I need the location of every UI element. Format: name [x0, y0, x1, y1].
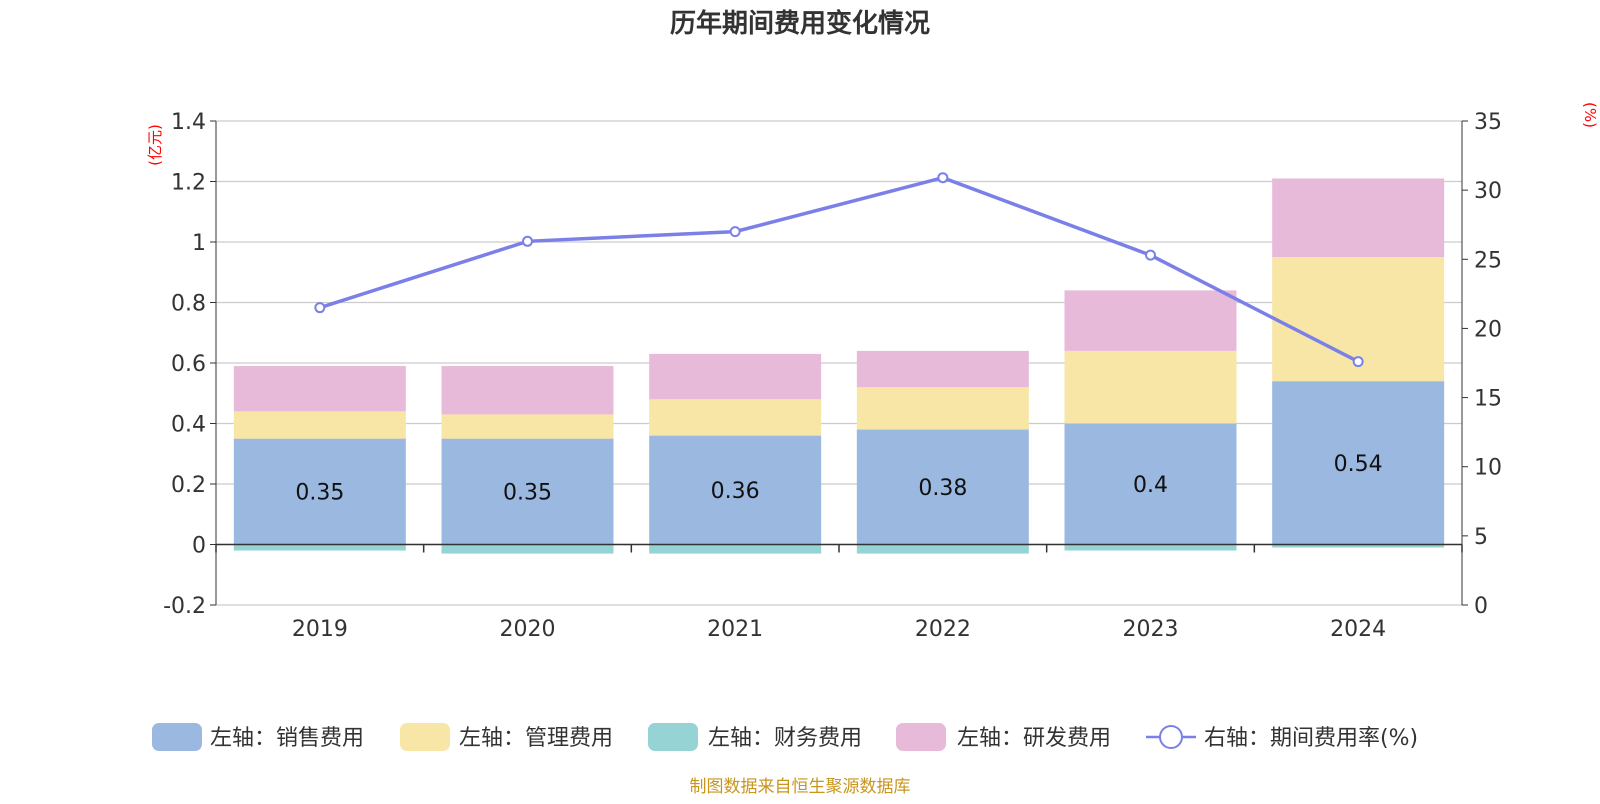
bar-segment	[233, 411, 406, 439]
legend-color-swatch	[152, 723, 202, 751]
bar-segment	[649, 399, 822, 436]
legend-label: 右轴：期间费用率(%)	[1204, 726, 1418, 751]
y-left-tick-label: 0.2	[171, 473, 206, 498]
y-left-tick-label: 0	[192, 534, 206, 559]
rate-line	[314, 172, 1364, 368]
axes: -0.2 0 0.2 0.4 0.6 0.8 1 1.2 1.4 0 5 10 15 20 25 30 35 20…	[163, 110, 1502, 642]
legend-label: 左轴：财务费用	[708, 726, 862, 751]
y-right-tick-label: 30	[1474, 179, 1502, 204]
y-right-unit: (%)	[1581, 102, 1599, 128]
chart-title: 历年期间费用变化情况	[670, 8, 930, 39]
bar-segment	[1272, 381, 1445, 545]
legend-color-swatch	[896, 723, 946, 751]
bar-value-label: 0.54	[1334, 452, 1383, 477]
y-right-tick-label: 25	[1474, 248, 1502, 273]
legend-label: 左轴：研发费用	[957, 726, 1111, 751]
bar-segment	[233, 438, 406, 545]
bar-segment	[441, 544, 614, 554]
bar-value-label: 0.35	[295, 481, 344, 506]
x-tick-label: 2022	[915, 617, 971, 642]
y-right-tick-label: 10	[1474, 456, 1502, 481]
rate-line-point	[937, 172, 949, 184]
bar-segment	[1064, 350, 1237, 424]
y-left-unit: (亿元)	[146, 124, 164, 166]
y-left-tick-label: 0.8	[171, 292, 206, 317]
bar-segment	[856, 544, 1029, 554]
y-left-tick-label: 1.4	[171, 110, 206, 135]
x-tick-label: 2023	[1123, 617, 1179, 642]
y-right-tick-label: 0	[1474, 594, 1488, 619]
legend-label: 左轴：管理费用	[459, 726, 613, 751]
bar-value-label: 0.38	[918, 476, 967, 501]
y-left-tick-label: 1	[192, 231, 206, 256]
y-right-tick-label: 20	[1474, 317, 1502, 342]
rate-line-point	[522, 235, 533, 247]
y-left-tick-label: 0.4	[171, 413, 206, 438]
bar-segment	[856, 387, 1029, 430]
legend-label: 左轴：销售费用	[210, 726, 364, 751]
bar-segment	[1064, 544, 1237, 551]
bar-segment	[1272, 178, 1445, 258]
legend-marker-swatch	[1159, 725, 1183, 749]
rate-line-point	[314, 302, 326, 314]
rate-line-point	[1145, 249, 1156, 261]
y-right-tick-label: 15	[1474, 387, 1502, 412]
bar-segment	[441, 438, 614, 545]
x-tick-label: 2021	[707, 617, 763, 642]
source-note: 制图数据来自恒生聚源数据库	[690, 777, 911, 797]
rate-line-path	[319, 175, 1359, 364]
bar-segment	[649, 544, 822, 554]
y-left-tick-label: -0.2	[163, 594, 206, 619]
x-tick-label: 2024	[1330, 617, 1386, 642]
x-tick-label: 2019	[292, 617, 348, 642]
bar-value-label: 0.36	[711, 479, 760, 504]
bar-segment	[1272, 544, 1445, 548]
y-right-tick-label: 5	[1474, 525, 1488, 550]
bar-segment	[856, 429, 1029, 545]
y-right-tick-label: 35	[1474, 110, 1502, 135]
bar-segment	[856, 350, 1029, 388]
x-tick-label: 2020	[500, 617, 556, 642]
bars	[233, 178, 1445, 554]
legend-color-swatch	[648, 723, 698, 751]
bar-value-label: 0.35	[503, 481, 552, 506]
bar-segment	[1064, 290, 1237, 351]
y-left-tick-label: 1.2	[171, 171, 206, 196]
data-labels: 0.35 0.35 0.36 0.38 0.4 0.54	[295, 452, 1382, 506]
bar-segment	[441, 414, 614, 439]
bar-segment	[233, 544, 406, 551]
legend-color-swatch	[400, 723, 450, 751]
y-left-tick-label: 0.6	[171, 352, 206, 377]
bar-value-label: 0.4	[1133, 473, 1168, 498]
legend: 左轴：销售费用 左轴：管理费用 左轴：财务费用 左轴：研发费用 右轴：期间费用率(%)	[152, 723, 1418, 751]
bar-segment	[649, 353, 822, 400]
rate-line-point	[729, 226, 741, 238]
bar-segment	[233, 366, 406, 412]
rate-line-point	[1352, 356, 1364, 368]
bar-segment	[649, 435, 822, 545]
bar-segment	[441, 366, 614, 415]
bar-segment	[1064, 423, 1237, 545]
